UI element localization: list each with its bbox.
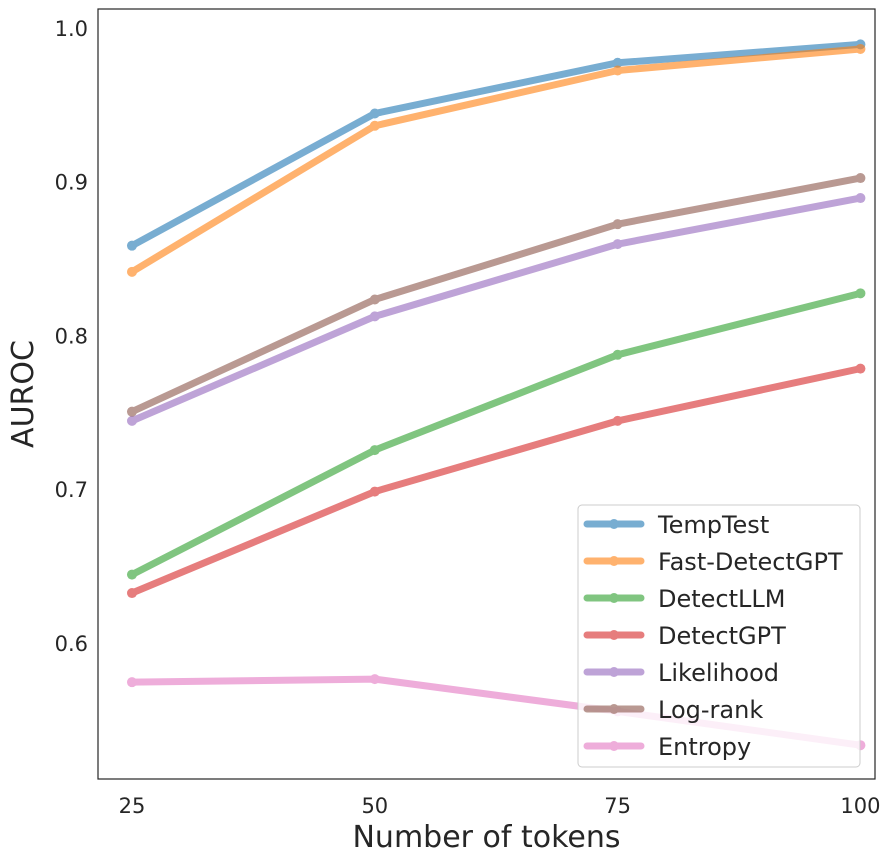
data-point <box>126 406 137 417</box>
series-fast-detectgpt <box>126 43 866 277</box>
legend-swatch <box>583 593 645 603</box>
legend-item: Fast-DetectGPT <box>583 548 843 576</box>
data-point <box>612 65 623 76</box>
data-point <box>369 311 380 322</box>
data-point <box>855 193 866 204</box>
data-point <box>369 445 380 456</box>
data-point <box>126 677 137 688</box>
data-point <box>855 43 866 54</box>
plot-frame <box>97 8 876 780</box>
legend-swatch <box>583 704 645 714</box>
legend-label: Log-rank <box>658 696 763 724</box>
data-point <box>612 349 623 360</box>
legend-item: DetectLLM <box>583 585 785 613</box>
axis-ticks: 25 50 75 100 0.6 0.7 0.8 0.9 1.0 <box>55 17 881 818</box>
data-point <box>855 173 866 184</box>
legend-swatch <box>583 556 645 566</box>
y-tick-label: 0.7 <box>55 478 88 502</box>
legend-swatch <box>583 667 645 677</box>
series-line <box>128 45 864 276</box>
series-line <box>128 194 864 425</box>
x-tick-label: 100 <box>840 794 880 818</box>
legend-swatch <box>583 630 645 640</box>
legend-label: Likelihood <box>658 659 779 687</box>
series-log-rank <box>126 173 866 417</box>
data-point <box>369 120 380 131</box>
series-line <box>128 40 864 250</box>
legend-box <box>577 504 861 768</box>
series-detectgpt <box>126 363 866 599</box>
legend-label: Fast-DetectGPT <box>658 548 843 576</box>
x-tick-label: 25 <box>119 794 146 818</box>
data-point <box>126 240 137 251</box>
data-point <box>855 363 866 374</box>
x-tick-label: 75 <box>604 794 631 818</box>
series-line <box>128 289 864 579</box>
data-point <box>126 569 137 580</box>
data-point <box>126 415 137 426</box>
data-point <box>612 57 623 68</box>
legend-item: Likelihood <box>583 659 779 687</box>
legend-item: Log-rank <box>583 696 763 724</box>
series-detectllm <box>126 288 866 580</box>
y-tick-label: 0.9 <box>55 171 88 195</box>
legend-item: Entropy <box>583 733 751 761</box>
legend-item: TempTest <box>583 511 769 539</box>
data-point <box>612 239 623 250</box>
legend-swatch <box>583 741 645 751</box>
legend-item: DetectGPT <box>583 622 786 650</box>
y-tick-label: 1.0 <box>55 17 88 41</box>
data-point <box>369 486 380 497</box>
legend-label: TempTest <box>657 511 769 539</box>
x-tick-label: 50 <box>361 794 388 818</box>
data-point <box>126 266 137 277</box>
y-axis-title: AUROC <box>6 340 41 448</box>
data-point <box>612 219 623 230</box>
legend-swatch <box>583 519 645 529</box>
series-line <box>128 174 864 416</box>
legend-label: DetectGPT <box>658 622 786 650</box>
x-axis-title: Number of tokens <box>352 820 620 855</box>
data-point <box>369 108 380 119</box>
data-point <box>369 674 380 685</box>
series-likelihood <box>126 193 866 426</box>
y-tick-label: 0.8 <box>55 324 88 348</box>
legend: TempTest Fast-DetectGPT DetectLLM DetectGPT… <box>577 504 861 768</box>
data-point <box>612 415 623 426</box>
data-point <box>369 294 380 305</box>
series-line <box>128 365 864 597</box>
legend-label: DetectLLM <box>658 585 785 613</box>
y-tick-label: 0.6 <box>55 632 88 656</box>
data-point <box>855 288 866 299</box>
legend-label: Entropy <box>658 733 751 761</box>
data-point <box>126 588 137 599</box>
